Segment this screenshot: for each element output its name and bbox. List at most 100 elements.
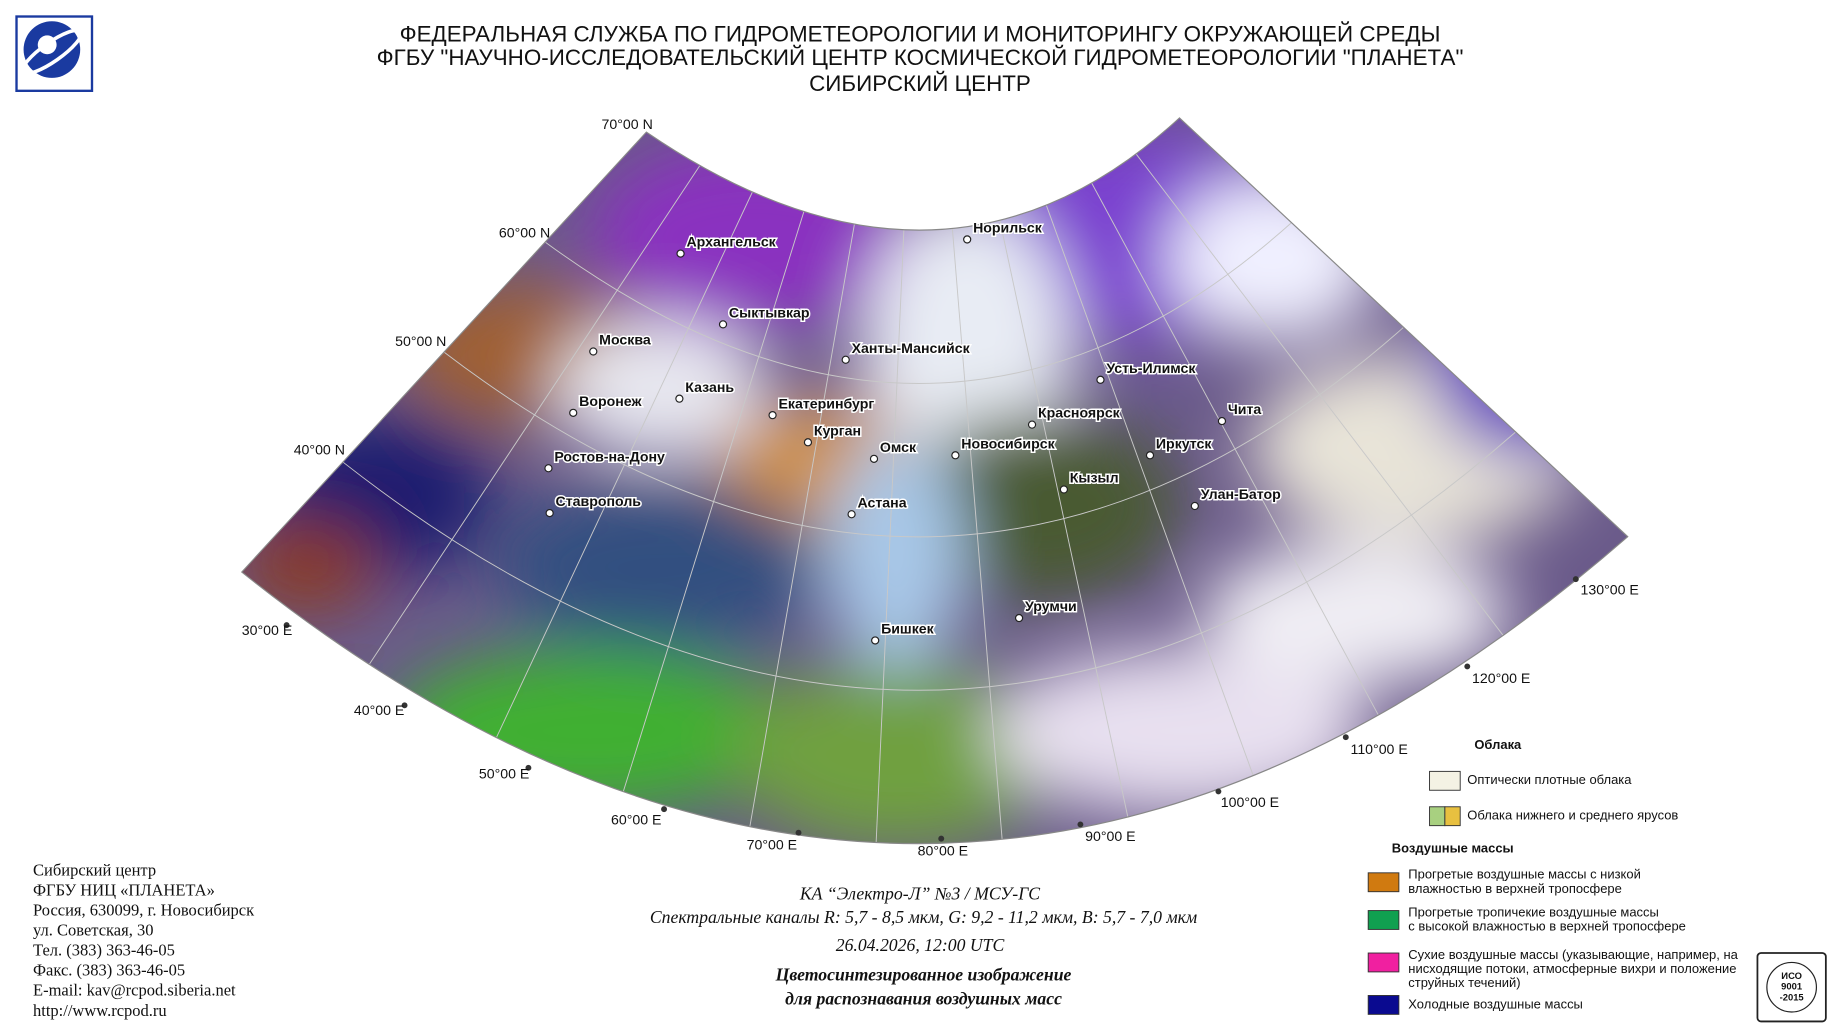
legend-swatch xyxy=(1367,872,1400,893)
legend-label: Оптически плотные облака xyxy=(1467,772,1632,787)
legend-swatch xyxy=(1444,806,1461,827)
meridian xyxy=(749,224,855,827)
city-marker xyxy=(1027,420,1037,429)
longitude-label: 30°00 E xyxy=(242,622,292,638)
legend-label: Холодные воздушные массы xyxy=(1408,996,1583,1011)
city-marker xyxy=(871,636,880,645)
city-marker xyxy=(676,249,685,258)
product-title: для распознавания воздушных масс xyxy=(785,988,1062,1008)
address-line: E-mail: kav@rcpod.siberia.net xyxy=(33,981,236,1000)
longitude-marker xyxy=(938,835,945,842)
longitude-label: 40°00 E xyxy=(354,702,404,718)
city-label: Новосибирск xyxy=(961,435,1055,451)
meridian xyxy=(951,228,1003,840)
city-label: Улан-Батор xyxy=(1201,486,1281,502)
city-label: Москва xyxy=(599,332,651,348)
city-marker xyxy=(589,347,598,356)
latitude-label: 60°00 N xyxy=(499,224,550,240)
iso-text: -2015 xyxy=(1780,991,1804,1002)
longitude-marker xyxy=(1464,663,1471,670)
city-label: Бишкек xyxy=(881,621,935,637)
legend-title: Облака xyxy=(1474,737,1522,752)
header-line: ФГБУ "НАУЧНО-ИССЛЕДОВАТЕЛЬСКИЙ ЦЕНТР КОС… xyxy=(377,45,1464,70)
legend-label: Облака нижнего и среднего ярусов xyxy=(1467,808,1678,823)
longitude-marker xyxy=(1077,821,1084,828)
meridian xyxy=(999,220,1129,818)
parallel xyxy=(544,222,1292,384)
legend-swatch xyxy=(1367,952,1400,973)
city-marker xyxy=(869,454,879,463)
latitude-label: 40°00 N xyxy=(294,441,345,457)
longitude-marker xyxy=(1342,734,1349,741)
legend-label: Прогретые воздушные массы с низкой xyxy=(1408,867,1641,882)
longitude-label: 120°00 E xyxy=(1472,670,1530,686)
longitude-marker xyxy=(661,806,667,813)
city-marker xyxy=(803,438,813,447)
longitude-marker xyxy=(283,622,290,629)
city-marker xyxy=(768,411,777,420)
city-marker xyxy=(675,394,684,403)
meridian xyxy=(1091,182,1379,716)
longitude-label: 130°00 E xyxy=(1581,582,1639,598)
legend-swatch xyxy=(1429,806,1446,827)
legend-label: нисходящие потоки, атмосферные вихри и п… xyxy=(1408,961,1736,976)
city-label: Иркутск xyxy=(1156,435,1213,451)
city-label: Кызыл xyxy=(1070,470,1119,486)
city-label: Архангельск xyxy=(686,234,776,250)
meridian xyxy=(495,191,753,738)
city-marker xyxy=(544,464,553,473)
longitude-label: 60°00 E xyxy=(611,812,661,828)
city-marker xyxy=(1217,416,1227,426)
header-line: СИБИРСКИЙ ЦЕНТР xyxy=(809,71,1031,96)
parallel xyxy=(342,431,1516,691)
city-marker xyxy=(1145,451,1155,460)
city-marker xyxy=(951,451,960,460)
city-label: Ставрополь xyxy=(556,493,642,509)
logo xyxy=(15,15,94,92)
city-marker xyxy=(841,355,850,364)
longitude-marker xyxy=(525,764,532,771)
legend-label: влажностью в верхней тропосфере xyxy=(1408,881,1622,896)
city-marker xyxy=(569,408,578,417)
legend-label: Сухие воздушные массы (указывающие, напр… xyxy=(1408,947,1738,962)
legend-swatch xyxy=(1367,995,1400,1015)
city-marker xyxy=(545,508,554,518)
city-label: Казань xyxy=(685,379,734,395)
latitude-label: 70°00 N xyxy=(602,116,653,132)
city-marker xyxy=(1190,501,1199,511)
city-label: Красноярск xyxy=(1038,405,1121,421)
city-label: Сыктывкар xyxy=(729,304,810,320)
city-label: Омск xyxy=(880,439,917,455)
longitude-label: 70°00 E xyxy=(747,836,797,852)
map-frame xyxy=(240,117,1629,845)
city-label: Ростов-на-Дону xyxy=(554,448,665,464)
legend-label: с высокой влажностью в верхней тропосфер… xyxy=(1408,918,1686,933)
address-line: ФГБУ НИЦ «ПЛАНЕТА» xyxy=(33,880,215,899)
address-line: Тел. (383) 363-46-05 xyxy=(33,941,175,960)
longitude-label: 80°00 E xyxy=(918,842,968,858)
address-line: http://www.rcpod.ru xyxy=(33,1001,167,1020)
address-line: Сибирский центр xyxy=(33,860,156,879)
legend-label: струйных течений) xyxy=(1408,975,1520,990)
city-label: Урумчи xyxy=(1025,598,1077,614)
city-label: Екатеринбург xyxy=(778,395,874,411)
meridian xyxy=(1135,153,1504,636)
legend-swatch xyxy=(1367,910,1400,930)
longitude-label: 50°00 E xyxy=(479,766,529,782)
iso-logo xyxy=(1756,952,1827,1023)
city-label: Ханты-Мансийск xyxy=(852,340,971,356)
header-line: ФЕДЕРАЛЬНАЯ СЛУЖБА ПО ГИДРОМЕТЕОРОЛОГИИ … xyxy=(400,21,1441,46)
city-marker xyxy=(1014,613,1024,623)
longitude-label: 100°00 E xyxy=(1221,794,1279,810)
address-line: Россия, 630099, г. Новосибирск xyxy=(33,901,255,920)
city-label: Астана xyxy=(857,494,906,510)
longitude-marker xyxy=(401,702,408,709)
meridian xyxy=(875,229,905,843)
graticule xyxy=(342,153,1516,843)
datetime: 26.04.2026, 12:00 UTC xyxy=(836,935,1005,955)
product-title: Цветосинтезированное изображение xyxy=(775,965,1072,985)
city-marker xyxy=(847,510,856,519)
address-line: Факс. (383) 363-46-05 xyxy=(33,961,185,980)
iso-text: ИСО xyxy=(1781,970,1802,981)
